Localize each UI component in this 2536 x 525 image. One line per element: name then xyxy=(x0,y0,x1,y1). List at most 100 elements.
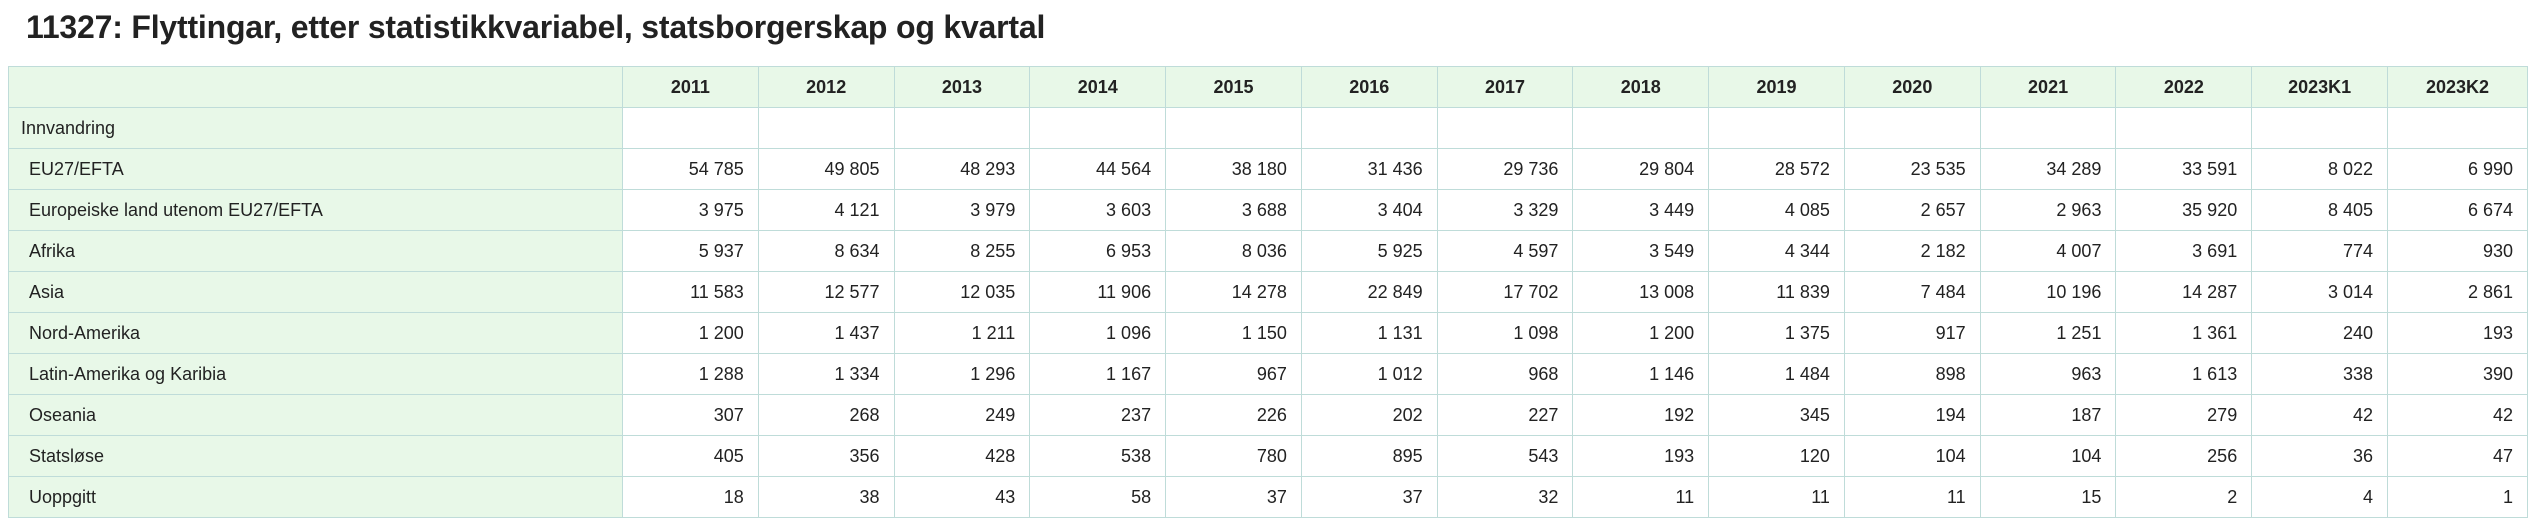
value-cell: 42 xyxy=(2386,394,2529,436)
value-cell: 11 xyxy=(1843,476,1981,518)
group-empty-cell xyxy=(2115,107,2253,149)
value-cell: 917 xyxy=(1843,312,1981,354)
table-row: Europeiske land utenom EU27/EFTA 3 975 4 1… xyxy=(7,189,2529,231)
row-label: Statsløse xyxy=(7,435,624,477)
column-header: 2017 xyxy=(1436,66,1574,108)
value-cell: 2 963 xyxy=(1979,189,2117,231)
value-cell: 1 146 xyxy=(1572,353,1710,395)
value-cell: 8 634 xyxy=(757,230,895,272)
value-cell: 968 xyxy=(1436,353,1574,395)
value-cell: 543 xyxy=(1436,435,1574,477)
value-cell: 356 xyxy=(757,435,895,477)
value-cell: 4 344 xyxy=(1708,230,1845,272)
value-cell: 1 xyxy=(2386,476,2529,518)
value-cell: 120 xyxy=(1708,435,1845,477)
column-header: 2016 xyxy=(1300,66,1438,108)
value-cell: 1 167 xyxy=(1029,353,1167,395)
value-cell: 8 405 xyxy=(2251,189,2388,231)
value-cell: 3 979 xyxy=(893,189,1031,231)
value-cell: 895 xyxy=(1300,435,1438,477)
value-cell: 3 549 xyxy=(1572,230,1710,272)
value-cell: 11 xyxy=(1708,476,1845,518)
value-cell: 34 289 xyxy=(1979,148,2117,190)
value-cell: 279 xyxy=(2115,394,2253,436)
group-empty-cell xyxy=(1708,107,1845,149)
value-cell: 31 436 xyxy=(1300,148,1438,190)
table-row: Afrika 5 937 8 634 8 255 6 953 8 036 5 925 4 59… xyxy=(7,230,2529,272)
value-cell: 1 613 xyxy=(2115,353,2253,395)
group-empty-cell xyxy=(1843,107,1981,149)
value-cell: 194 xyxy=(1843,394,1981,436)
group-empty-cell xyxy=(2251,107,2388,149)
group-empty-cell xyxy=(1572,107,1710,149)
group-empty-cell xyxy=(757,107,895,149)
value-cell: 2 182 xyxy=(1843,230,1981,272)
value-cell: 1 200 xyxy=(622,312,759,354)
table-row: EU27/EFTA 54 785 49 805 48 293 44 564 38 180 3… xyxy=(7,148,2529,190)
value-cell: 4 597 xyxy=(1436,230,1574,272)
value-cell: 5 925 xyxy=(1300,230,1438,272)
value-cell: 11 839 xyxy=(1708,271,1845,313)
value-cell: 538 xyxy=(1029,435,1167,477)
value-cell: 8 036 xyxy=(1165,230,1302,272)
value-cell: 37 xyxy=(1300,476,1438,518)
column-header: 2011 xyxy=(622,66,759,108)
value-cell: 1 361 xyxy=(2115,312,2253,354)
value-cell: 11 xyxy=(1572,476,1710,518)
value-cell: 17 702 xyxy=(1436,271,1574,313)
value-cell: 29 804 xyxy=(1572,148,1710,190)
value-cell: 12 035 xyxy=(893,271,1031,313)
group-empty-cell xyxy=(1165,107,1302,149)
value-cell: 227 xyxy=(1436,394,1574,436)
row-label: Latin-Amerika og Karibia xyxy=(7,353,624,395)
value-cell: 29 736 xyxy=(1436,148,1574,190)
column-header: 2023K2 xyxy=(2386,66,2529,108)
value-cell: 237 xyxy=(1029,394,1167,436)
value-cell: 338 xyxy=(2251,353,2388,395)
value-cell: 898 xyxy=(1843,353,1981,395)
group-row: Innvandring xyxy=(7,107,2529,149)
value-cell: 1 251 xyxy=(1979,312,2117,354)
value-cell: 3 688 xyxy=(1165,189,1302,231)
value-cell: 3 603 xyxy=(1029,189,1167,231)
value-cell: 202 xyxy=(1300,394,1438,436)
value-cell: 5 937 xyxy=(622,230,759,272)
row-label: EU27/EFTA xyxy=(7,148,624,190)
value-cell: 6 674 xyxy=(2386,189,2529,231)
value-cell: 49 805 xyxy=(757,148,895,190)
column-header: 2023K1 xyxy=(2251,66,2388,108)
value-cell: 2 861 xyxy=(2386,271,2529,313)
value-cell: 249 xyxy=(893,394,1031,436)
table-row: Uoppgitt 18 38 43 58 37 37 32 11 11 11 15 2 4 1 xyxy=(7,476,2529,518)
value-cell: 104 xyxy=(1979,435,2117,477)
table-row: Oseania 307 268 249 237 226 202 227 192 345 194 187… xyxy=(7,394,2529,436)
row-label: Europeiske land utenom EU27/EFTA xyxy=(7,189,624,231)
statistics-table: 2011 2012 2013 2014 2015 2016 2017 2018 2019 2020… xyxy=(7,66,2529,518)
group-empty-cell xyxy=(1300,107,1438,149)
value-cell: 1 012 xyxy=(1300,353,1438,395)
value-cell: 33 591 xyxy=(2115,148,2253,190)
table-row: Statsløse 405 356 428 538 780 895 543 193 120 104 1… xyxy=(7,435,2529,477)
value-cell: 3 691 xyxy=(2115,230,2253,272)
value-cell: 307 xyxy=(622,394,759,436)
value-cell: 1 096 xyxy=(1029,312,1167,354)
value-cell: 10 196 xyxy=(1979,271,2117,313)
value-cell: 2 657 xyxy=(1843,189,1981,231)
column-header: 2018 xyxy=(1572,66,1710,108)
table-row: Latin-Amerika og Karibia 1 288 1 334 1 296 1… xyxy=(7,353,2529,395)
value-cell: 54 785 xyxy=(622,148,759,190)
value-cell: 22 849 xyxy=(1300,271,1438,313)
value-cell: 4 121 xyxy=(757,189,895,231)
column-header: 2015 xyxy=(1165,66,1302,108)
value-cell: 390 xyxy=(2386,353,2529,395)
value-cell: 405 xyxy=(622,435,759,477)
value-cell: 4 007 xyxy=(1979,230,2117,272)
value-cell: 18 xyxy=(622,476,759,518)
value-cell: 1 437 xyxy=(757,312,895,354)
column-header: 2019 xyxy=(1708,66,1845,108)
value-cell: 256 xyxy=(2115,435,2253,477)
column-header: 2020 xyxy=(1843,66,1981,108)
value-cell: 3 449 xyxy=(1572,189,1710,231)
value-cell: 1 150 xyxy=(1165,312,1302,354)
value-cell: 3 404 xyxy=(1300,189,1438,231)
